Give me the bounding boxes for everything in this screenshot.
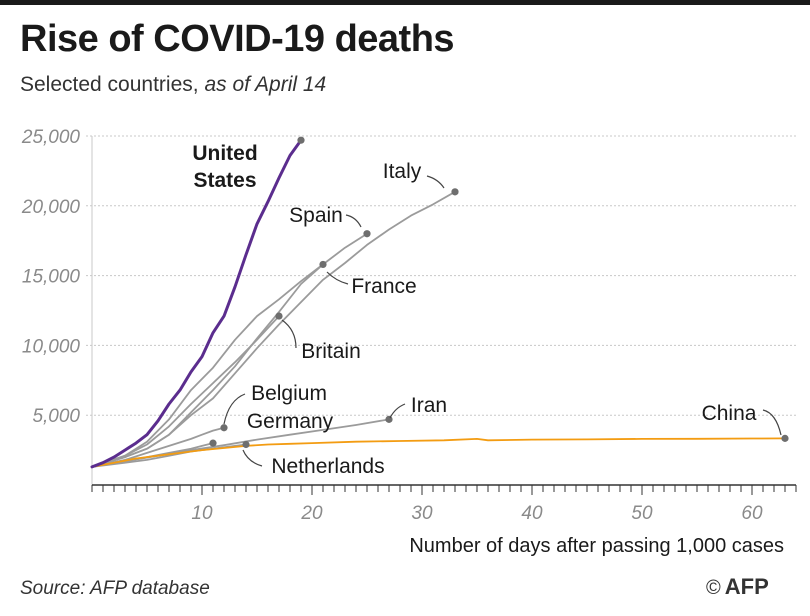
y-tick-label: 20,000 (21, 197, 81, 218)
copyright-symbol: © (706, 577, 721, 599)
x-tick-label: 40 (521, 503, 543, 524)
series-label-belgium: Belgium (251, 382, 327, 405)
end-point-britain (275, 312, 283, 320)
end-point-netherlands (242, 440, 250, 449)
series-line-britain (91, 315, 280, 468)
series-label-britain: Britain (301, 340, 361, 363)
x-tick-label: 60 (741, 503, 763, 524)
subtitle-main: Selected countries, (20, 73, 199, 96)
leader-line-netherlands (242, 449, 263, 467)
end-point-belgium (220, 424, 228, 432)
end-point-italy (451, 188, 459, 196)
series-label-united-states: States (193, 169, 256, 192)
leader-line-belgium (223, 393, 246, 425)
x-tick-label: 20 (300, 503, 323, 524)
source-note: Source: AFP database (20, 578, 210, 599)
x-tick-label: 50 (631, 503, 653, 524)
leader-line-iran (389, 403, 406, 419)
leader-line-spain (345, 214, 362, 228)
series-label-italy: Italy (383, 160, 422, 183)
y-tick-label: 15,000 (22, 267, 81, 288)
end-point-germany (209, 439, 217, 447)
chart-subtitle: Selected countries, as of April 14 (20, 73, 326, 97)
chart-title: Rise of COVID-19 deaths (20, 18, 455, 60)
afp-logo: AFP (724, 574, 769, 599)
y-tick-label: 25,000 (21, 127, 81, 148)
end-point-spain (363, 230, 371, 238)
y-tick-label: 5,000 (32, 406, 80, 427)
series-line-belgium (91, 426, 225, 468)
series-label-germany: Germany (247, 410, 334, 433)
leader-line-britain (281, 319, 297, 349)
series-label-netherlands: Netherlands (271, 455, 384, 478)
y-tick-label: 10,000 (22, 336, 81, 357)
agency-credit: © AFP (706, 574, 769, 600)
end-point-united-states (297, 136, 305, 144)
x-axis-label: Number of days after passing 1,000 cases (409, 535, 784, 557)
end-point-china (781, 434, 789, 442)
end-point-france (319, 260, 327, 269)
series-label-united-states: United (192, 142, 257, 165)
series-label-china: China (702, 402, 757, 425)
series-label-france: France (351, 275, 416, 298)
x-tick-label: 10 (191, 503, 213, 524)
series-line-france (91, 263, 324, 468)
series-line-china (91, 437, 786, 468)
subtitle-date: as of April 14 (204, 73, 327, 96)
x-tick-label: 30 (411, 503, 433, 524)
leader-line-italy (426, 175, 445, 189)
series-label-iran: Iran (411, 394, 447, 417)
leader-line-france (326, 271, 349, 285)
end-point-iran (385, 415, 393, 423)
top-rule (0, 0, 810, 5)
series-label-spain: Spain (289, 204, 343, 227)
leader-line-china (762, 409, 782, 436)
series-line-united-states (90, 138, 303, 469)
